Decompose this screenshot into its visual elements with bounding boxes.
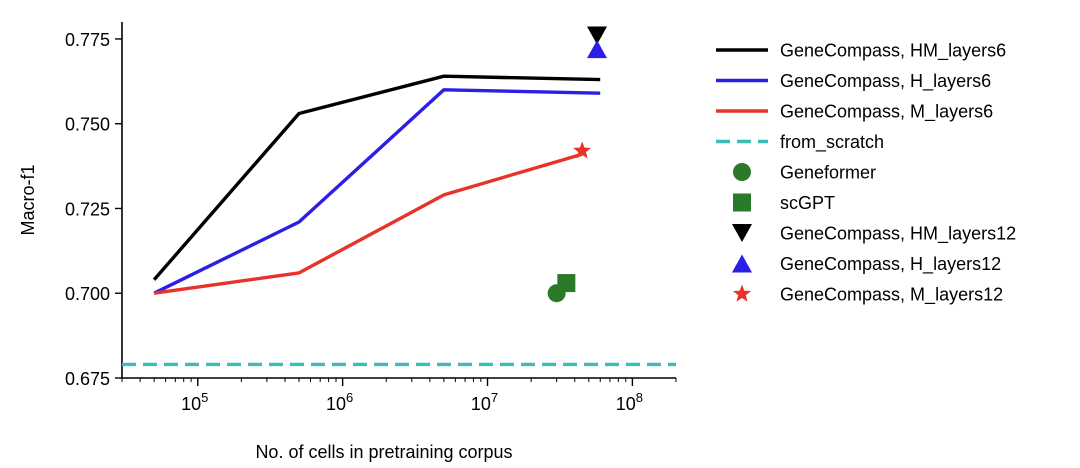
y-tick-label: 0.750 [65,115,110,135]
series-marker-genecompass-m-layers12 [573,141,592,159]
series-line-genecompass-m-layers6 [153,152,583,295]
plot-area [122,26,676,367]
legend-label-genecompass-m-layers6: GeneCompass, M_layers6 [780,102,993,123]
legend-label-genecompass-h-layers12: GeneCompass, H_layers12 [780,254,1001,275]
x-tick-label: 107 [471,390,498,414]
y-tick-label: 0.725 [65,199,110,219]
y-tick-label: 0.775 [65,30,110,50]
series-marker-scgpt [557,274,576,293]
legend-swatch-scgpt [733,193,751,212]
axes: 0.675 0.700 0.725 0.750 0.775 105 106 107 108 No.… [18,22,677,462]
legend-swatch-genecompass-h-layers12 [732,254,752,273]
legend-label-scgpt: scGPT [780,193,835,213]
x-tick-label: 105 [181,390,208,414]
legend-swatch-genecompass-hm-layers12 [732,224,752,242]
x-tick-label: 106 [326,390,353,414]
legend-label-genecompass-hm-layers6: GeneCompass, HM_layers6 [780,41,1006,62]
y-tick-label: 0.675 [65,369,110,389]
legend-label-geneformer: Geneformer [780,163,876,183]
x-axis-label: No. of cells in pretraining corpus [255,442,512,462]
series-marker-genecompass-hm-layers12 [587,26,608,45]
x-tick-label: 108 [616,390,643,414]
series-line-genecompass-hm-layers6 [152,74,601,281]
legend-label-from-scratch: from_scratch [780,132,884,153]
legend-swatch-genecompass-m-layers12 [732,284,752,302]
legend: GeneCompass, HM_layers6 GeneCompass, H_la… [716,41,1016,306]
legend-label-genecompass-hm-layers12: GeneCompass, HM_layers12 [780,224,1016,245]
legend-swatch-geneformer [733,163,751,181]
y-tick-label: 0.700 [65,284,110,304]
series-line-genecompass-h-layers6 [153,88,601,295]
y-axis-label: Macro-f1 [18,164,38,235]
series-marker-genecompass-h-layers12 [587,40,608,59]
legend-label-genecompass-m-layers12: GeneCompass, M_layers12 [780,285,1003,306]
legend-label-genecompass-h-layers6: GeneCompass, H_layers6 [780,71,991,92]
